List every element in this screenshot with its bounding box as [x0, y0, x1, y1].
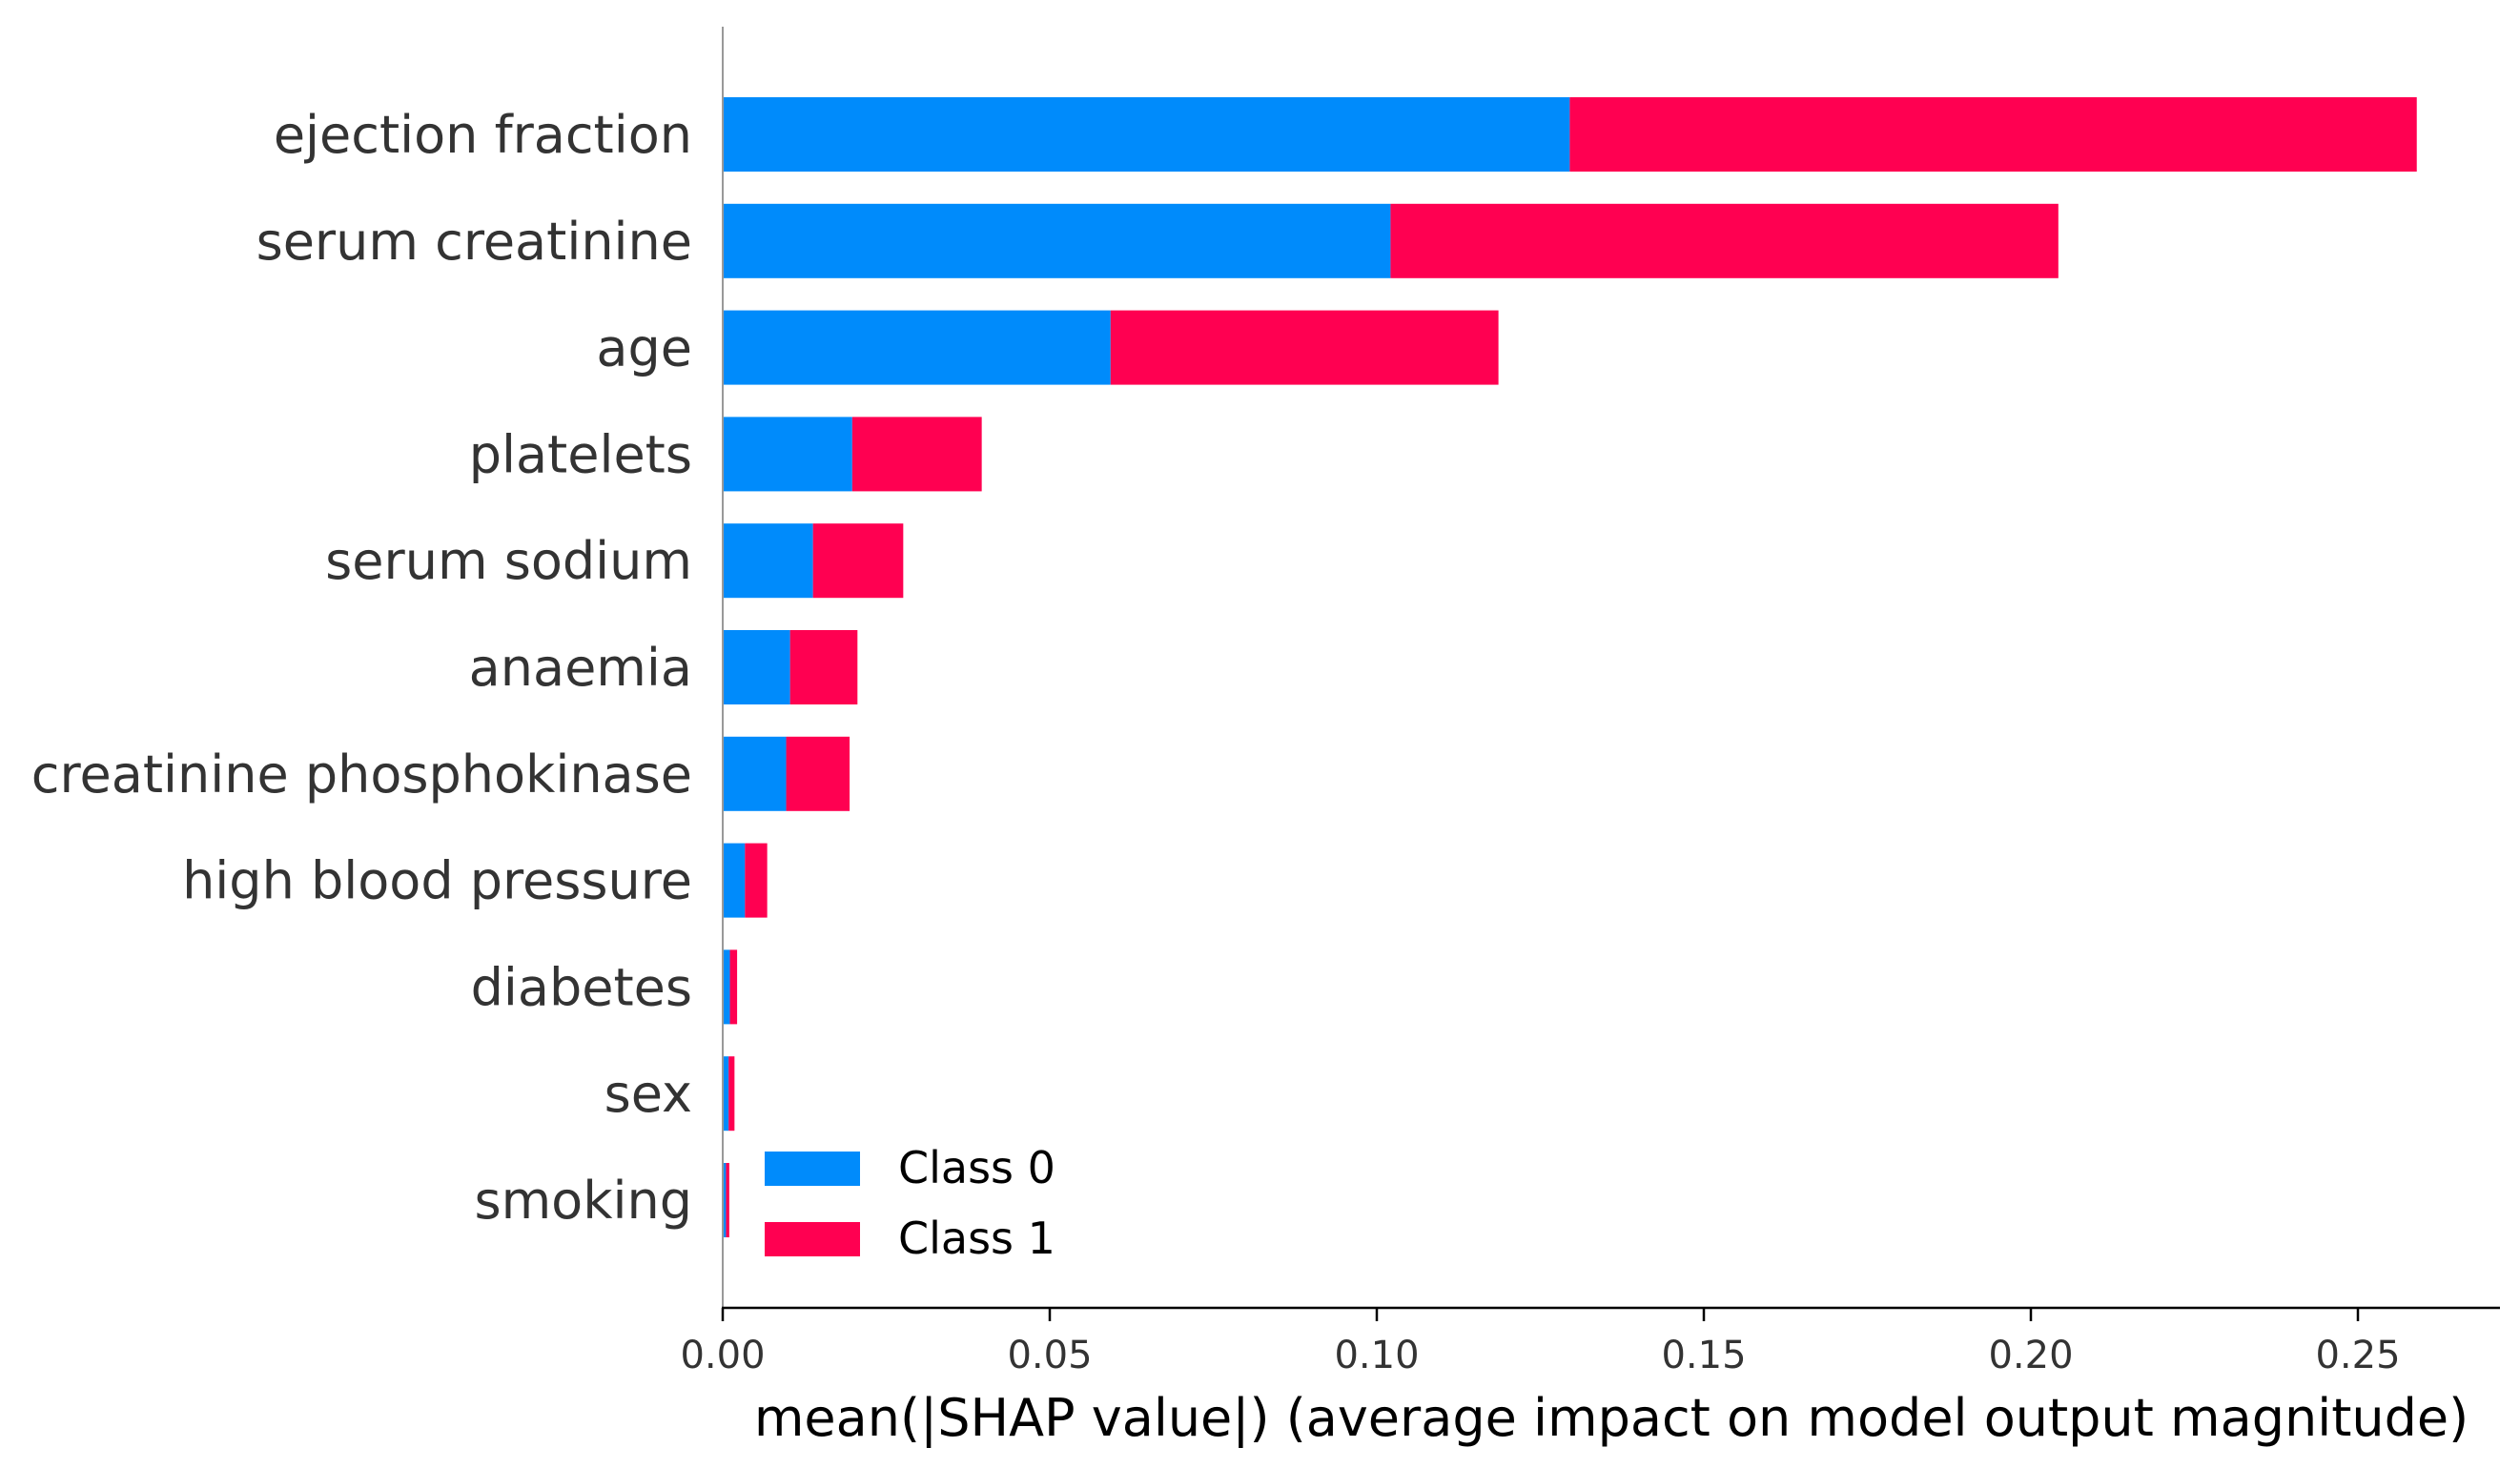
x-tick-label: 0.20 [1988, 1334, 2073, 1377]
category-label: age [596, 318, 692, 378]
bar-class0-9 [723, 1056, 729, 1132]
bar-class0-4 [723, 523, 813, 599]
category-label: platelets [469, 424, 692, 484]
bar-class0-7 [723, 843, 746, 918]
bar-class0-5 [723, 630, 790, 704]
category-label: high blood pressure [182, 851, 692, 911]
category-label: ejection fraction [274, 105, 692, 165]
x-tick-label: 0.15 [1661, 1334, 1746, 1377]
bar-class1-7 [745, 843, 768, 918]
bar-class0-2 [723, 310, 1111, 385]
bar-class0-10 [723, 1163, 727, 1237]
x-tick-label: 0.10 [1334, 1334, 1419, 1377]
legend: Class 0 Class 1 [765, 1142, 1055, 1264]
bar-class0-3 [723, 417, 852, 492]
bar-class0-8 [723, 949, 730, 1025]
legend-label-1: Class 1 [898, 1213, 1055, 1264]
legend-swatch-0 [765, 1152, 860, 1186]
bar-class1-4 [812, 523, 904, 599]
x-tick-label: 0.25 [2315, 1334, 2400, 1377]
category-label: anaemia [469, 638, 692, 698]
legend-swatch-1 [765, 1222, 860, 1256]
bar-class1-1 [1390, 203, 2059, 278]
bar-class0-6 [723, 736, 787, 811]
category-label: smoking [474, 1171, 692, 1231]
category-label: sex [604, 1064, 692, 1124]
bar-class0-1 [723, 203, 1391, 278]
bar-class1-8 [729, 949, 738, 1025]
category-label: diabetes [471, 957, 692, 1017]
category-label: serum sodium [325, 531, 692, 591]
category-label: serum creatinine [256, 212, 692, 272]
bar-class1-6 [786, 736, 850, 811]
bars-group [723, 97, 2417, 1237]
x-axis-label: mean(|SHAP value|) (average impact on mo… [754, 1388, 2469, 1448]
x-tick-label: 0.05 [1007, 1334, 1092, 1377]
bar-class1-10 [726, 1163, 729, 1237]
bar-class1-0 [1569, 97, 2417, 172]
x-tick-label: 0.00 [680, 1334, 765, 1377]
category-label: creatinine phosphokinase [31, 744, 692, 805]
bar-class1-9 [728, 1056, 735, 1132]
bar-class1-2 [1110, 310, 1499, 385]
category-labels: ejection fraction serum creatinine age plat… [31, 105, 692, 1231]
bar-class1-3 [851, 417, 982, 492]
legend-label-0: Class 0 [898, 1142, 1055, 1193]
bar-class0-0 [723, 97, 1570, 172]
x-ticks: 0.00 0.05 0.10 0.15 0.20 0.25 [680, 1308, 2401, 1377]
bar-class1-5 [789, 630, 858, 704]
